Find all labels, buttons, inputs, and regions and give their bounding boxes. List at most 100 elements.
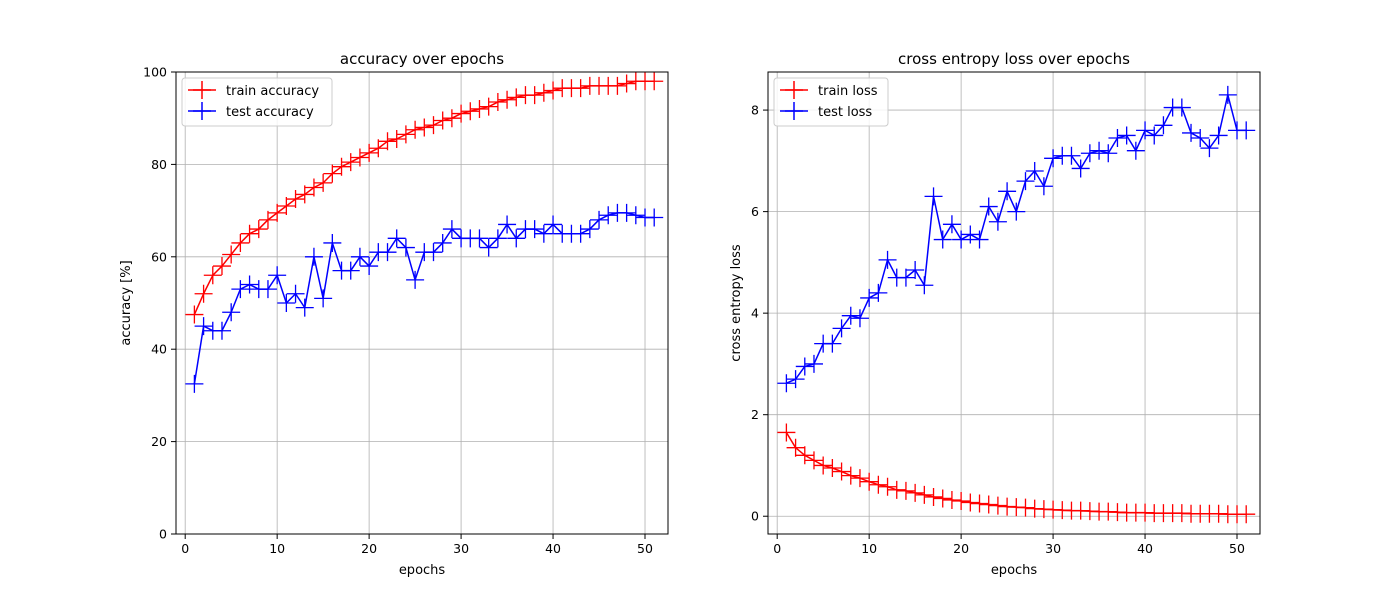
- train-loss-point: [860, 472, 879, 491]
- train-accuracy-point: [617, 74, 636, 93]
- train-accuracy-point: [571, 79, 590, 98]
- train-loss-point: [832, 462, 851, 481]
- train-accuracy-point: [433, 111, 452, 130]
- test-loss-point: [1145, 126, 1164, 145]
- test-accuracy-point: [268, 266, 287, 285]
- train-accuracy-point: [442, 109, 461, 128]
- test-loss-point: [1172, 98, 1191, 117]
- train-accuracy-point: [277, 196, 296, 215]
- test-loss-point: [1182, 123, 1201, 142]
- test-accuracy-point: [323, 233, 342, 252]
- test-loss-point: [970, 230, 989, 249]
- train-accuracy-point: [240, 224, 259, 243]
- test-accuracy-point: [488, 229, 507, 248]
- accuracy-y-ticks: 0 20 40 60 80 100: [143, 65, 176, 542]
- train-loss-point: [804, 451, 823, 470]
- test-loss-point: [786, 370, 805, 389]
- accuracy-legend-entry-test: test accuracy: [188, 102, 314, 120]
- test-accuracy-point: [304, 247, 323, 266]
- train-loss-point: [777, 423, 796, 442]
- loss-series: [777, 85, 1256, 524]
- test-loss-point: [823, 334, 842, 353]
- test-loss-point: [915, 276, 934, 295]
- test-loss-point: [832, 319, 851, 338]
- test-accuracy-point: [599, 206, 618, 225]
- test-loss-point: [1237, 121, 1256, 140]
- train-accuracy-point: [498, 90, 517, 109]
- train-accuracy-point: [406, 120, 425, 139]
- train-accuracy-point: [396, 125, 415, 144]
- train-loss-point: [887, 480, 906, 499]
- test-accuracy-point: [498, 215, 517, 234]
- accuracy-x-tick-label: 30: [453, 541, 469, 556]
- accuracy-y-tick-label: 100: [143, 65, 167, 80]
- train-loss-point: [924, 487, 943, 506]
- train-accuracy-point: [452, 104, 471, 123]
- test-loss-point: [869, 283, 888, 302]
- loss-plot-frame: [767, 71, 1261, 535]
- loss-x-tick-label: 40: [1137, 541, 1153, 556]
- loss-legend-entry-train: train loss: [780, 81, 878, 99]
- accuracy-y-tick-label: 80: [151, 157, 167, 172]
- test-loss-point: [777, 374, 796, 393]
- accuracy-y-tick-label: 60: [151, 249, 167, 264]
- test-accuracy-point: [240, 275, 259, 294]
- train-loss-point: [1016, 498, 1035, 517]
- train-accuracy-point: [645, 72, 664, 91]
- test-loss-point: [850, 309, 869, 328]
- train-accuracy-point: [341, 153, 360, 172]
- test-accuracy-point: [231, 280, 250, 299]
- train-accuracy-point: [295, 185, 314, 204]
- legend-label-train-loss: train loss: [818, 84, 878, 99]
- train-accuracy-point: [231, 233, 250, 252]
- test-loss-point: [1108, 129, 1127, 147]
- test-accuracy-point: [258, 280, 277, 299]
- train-accuracy-point: [304, 178, 323, 197]
- train-accuracy-point: [203, 266, 222, 285]
- test-accuracy-point: [360, 257, 379, 276]
- train-loss-point: [988, 496, 1007, 515]
- loss-legend: train loss test loss: [773, 77, 889, 127]
- train-loss-point: [896, 481, 915, 500]
- train-accuracy-point: [479, 97, 498, 116]
- test-accuracy-point: [222, 303, 241, 322]
- test-accuracy-point: [507, 229, 526, 248]
- loss-y-axis-label: cross entropy loss: [729, 244, 744, 362]
- test-loss-point: [933, 230, 952, 249]
- legend-label-train-accuracy: train accuracy: [226, 84, 319, 99]
- train-accuracy-point: [314, 173, 333, 192]
- accuracy-chart-title: accuracy over epochs: [340, 50, 504, 68]
- train-accuracy-point: [323, 164, 342, 183]
- test-accuracy-point: [442, 220, 461, 239]
- accuracy-x-tick-label: 20: [361, 541, 377, 556]
- test-accuracy-point: [277, 294, 296, 312]
- legend-marker-train-accuracy: [193, 81, 211, 99]
- train-loss-point: [942, 490, 961, 509]
- loss-y-tick-label: 2: [751, 407, 759, 422]
- loss-grid: [768, 72, 1260, 534]
- loss-x-tick-label: 50: [1229, 541, 1245, 556]
- test-loss-point: [1218, 85, 1237, 104]
- accuracy-x-tick-label: 10: [269, 541, 285, 556]
- test-loss-point: [906, 261, 925, 279]
- train-loss-point: [1237, 505, 1256, 524]
- test-loss-point: [1136, 121, 1155, 140]
- train-accuracy-point: [350, 148, 369, 167]
- test-accuracy-point: [406, 270, 425, 289]
- accuracy-y-tick-label: 20: [151, 434, 167, 449]
- train-accuracy-point: [185, 305, 204, 324]
- test-loss-point: [942, 215, 961, 234]
- test-loss-point: [1016, 172, 1035, 191]
- test-loss-point: [1200, 139, 1219, 158]
- test-loss-point: [1209, 126, 1228, 145]
- loss-legend-entry-test: test loss: [780, 102, 872, 120]
- test-accuracy-point: [590, 210, 609, 229]
- test-accuracy-point: [212, 321, 231, 340]
- accuracy-x-axis-label: epochs: [399, 563, 446, 578]
- legend-marker-train-loss: [785, 81, 803, 99]
- test-accuracy-point: [378, 243, 397, 262]
- train-accuracy-point: [488, 93, 507, 112]
- test-loss-point: [952, 230, 971, 249]
- test-accuracy-point: [571, 224, 590, 243]
- accuracy-y-tick-label: 40: [151, 342, 167, 357]
